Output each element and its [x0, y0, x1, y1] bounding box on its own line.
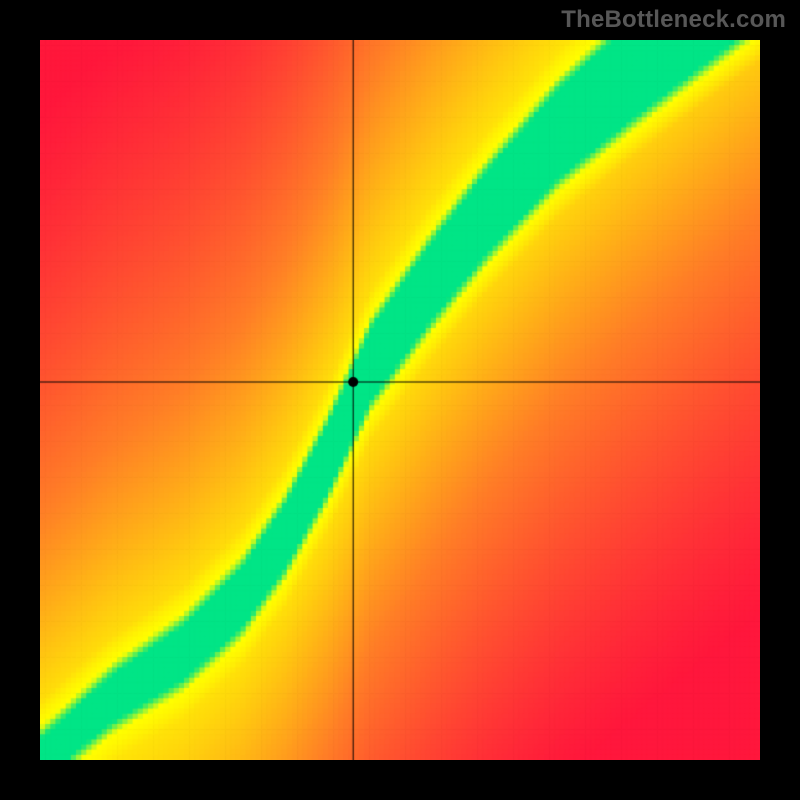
bottleneck-heatmap: [40, 40, 760, 760]
watermark-text: TheBottleneck.com: [561, 6, 786, 34]
chart-container: TheBottleneck.com: [0, 0, 800, 800]
